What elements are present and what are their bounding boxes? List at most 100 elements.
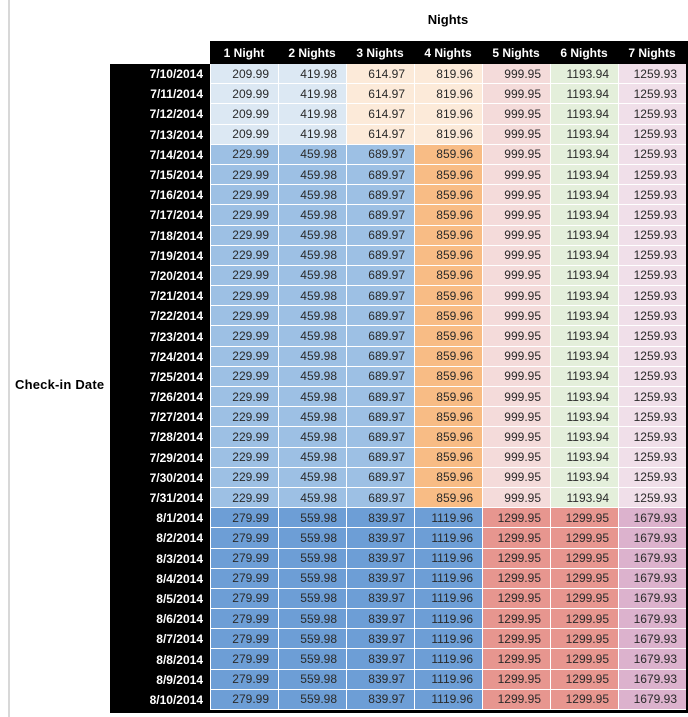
price-cell[interactable]: 229.99 [210,427,278,448]
price-cell[interactable]: 859.96 [414,144,482,165]
price-cell[interactable]: 689.97 [346,164,414,186]
price-cell[interactable]: 614.97 [346,124,414,145]
date-cell[interactable]: 7/18/2014 [110,225,210,246]
date-cell[interactable]: 7/30/2014 [110,467,210,488]
price-cell[interactable]: 229.99 [210,245,278,266]
price-cell[interactable]: 229.99 [210,346,278,367]
price-cell[interactable]: 1679.93 [618,609,686,630]
date-cell[interactable]: 7/24/2014 [110,346,210,367]
price-cell[interactable]: 859.96 [414,286,482,307]
price-cell[interactable]: 999.95 [482,124,550,145]
price-cell[interactable]: 689.97 [346,407,414,428]
price-cell[interactable]: 819.96 [414,104,482,125]
price-cell[interactable]: 1193.94 [550,245,618,266]
price-cell[interactable]: 1259.93 [618,205,686,226]
column-header[interactable]: 6 Nights [550,41,618,64]
price-cell[interactable]: 229.99 [210,326,278,347]
price-cell[interactable]: 839.97 [346,629,414,650]
price-cell[interactable]: 1259.93 [618,326,686,347]
date-cell[interactable]: 7/21/2014 [110,286,210,307]
price-cell[interactable]: 999.95 [482,467,550,488]
price-cell[interactable]: 999.95 [482,265,550,287]
price-cell[interactable]: 229.99 [210,144,278,165]
price-cell[interactable]: 559.98 [278,528,346,549]
date-cell[interactable]: 8/7/2014 [110,629,210,650]
date-cell[interactable]: 7/31/2014 [110,487,210,509]
price-cell[interactable]: 459.98 [278,286,346,307]
date-cell[interactable]: 7/29/2014 [110,447,210,468]
price-cell[interactable]: 1119.96 [414,508,482,529]
price-cell[interactable]: 689.97 [346,447,414,468]
price-cell[interactable]: 1259.93 [618,64,686,85]
price-cell[interactable]: 419.98 [278,124,346,145]
price-cell[interactable]: 689.97 [346,387,414,408]
price-cell[interactable]: 559.98 [278,669,346,690]
price-cell[interactable]: 689.97 [346,326,414,347]
price-cell[interactable]: 279.99 [210,508,278,529]
price-cell[interactable]: 559.98 [278,689,346,710]
price-cell[interactable]: 1119.96 [414,609,482,630]
price-cell[interactable]: 559.98 [278,548,346,569]
price-cell[interactable]: 209.99 [210,64,278,85]
price-cell[interactable]: 839.97 [346,669,414,690]
price-cell[interactable]: 839.97 [346,649,414,670]
price-cell[interactable]: 689.97 [346,185,414,206]
price-cell[interactable]: 1259.93 [618,245,686,266]
price-cell[interactable]: 689.97 [346,265,414,287]
price-cell[interactable]: 999.95 [482,144,550,165]
price-cell[interactable]: 559.98 [278,588,346,610]
price-cell[interactable]: 459.98 [278,427,346,448]
price-cell[interactable]: 1299.95 [550,568,618,589]
price-cell[interactable]: 689.97 [346,245,414,266]
price-cell[interactable]: 1299.95 [482,689,550,710]
price-cell[interactable]: 999.95 [482,185,550,206]
date-cell[interactable]: 7/19/2014 [110,245,210,266]
price-cell[interactable]: 999.95 [482,225,550,246]
price-cell[interactable]: 1299.95 [550,649,618,670]
date-cell[interactable]: 7/13/2014 [110,124,210,145]
price-cell[interactable]: 859.96 [414,346,482,367]
price-cell[interactable]: 279.99 [210,548,278,569]
price-cell[interactable]: 1193.94 [550,144,618,165]
price-cell[interactable]: 859.96 [414,265,482,287]
price-cell[interactable]: 614.97 [346,64,414,85]
price-cell[interactable]: 1299.95 [482,669,550,690]
price-cell[interactable]: 859.96 [414,225,482,246]
date-cell[interactable]: 8/1/2014 [110,508,210,529]
price-cell[interactable]: 459.98 [278,205,346,226]
price-cell[interactable]: 999.95 [482,164,550,186]
price-cell[interactable]: 419.98 [278,64,346,85]
price-cell[interactable]: 859.96 [414,487,482,509]
date-cell[interactable]: 7/14/2014 [110,144,210,165]
price-cell[interactable]: 1193.94 [550,225,618,246]
price-cell[interactable]: 1679.93 [618,669,686,690]
price-cell[interactable]: 1259.93 [618,185,686,206]
price-cell[interactable]: 279.99 [210,629,278,650]
price-cell[interactable]: 1299.95 [482,548,550,569]
date-cell[interactable]: 8/3/2014 [110,548,210,569]
date-cell[interactable]: 8/8/2014 [110,649,210,670]
price-cell[interactable]: 459.98 [278,407,346,428]
price-cell[interactable]: 859.96 [414,447,482,468]
price-cell[interactable]: 999.95 [482,205,550,226]
date-cell[interactable]: 7/16/2014 [110,185,210,206]
price-cell[interactable]: 859.96 [414,326,482,347]
price-cell[interactable]: 1119.96 [414,588,482,610]
price-cell[interactable]: 1259.93 [618,427,686,448]
price-cell[interactable]: 819.96 [414,64,482,85]
price-cell[interactable]: 459.98 [278,326,346,347]
price-cell[interactable]: 229.99 [210,487,278,509]
price-cell[interactable]: 1119.96 [414,548,482,569]
price-cell[interactable]: 689.97 [346,205,414,226]
price-cell[interactable]: 1299.95 [550,528,618,549]
date-cell[interactable]: 7/12/2014 [110,104,210,125]
price-cell[interactable]: 999.95 [482,245,550,266]
price-cell[interactable]: 1193.94 [550,306,618,327]
price-cell[interactable]: 1299.95 [482,649,550,670]
price-cell[interactable]: 1299.95 [550,588,618,610]
price-cell[interactable]: 859.96 [414,205,482,226]
price-cell[interactable]: 1259.93 [618,144,686,165]
date-cell[interactable]: 8/5/2014 [110,588,210,610]
price-cell[interactable]: 689.97 [346,144,414,165]
price-cell[interactable]: 459.98 [278,346,346,367]
